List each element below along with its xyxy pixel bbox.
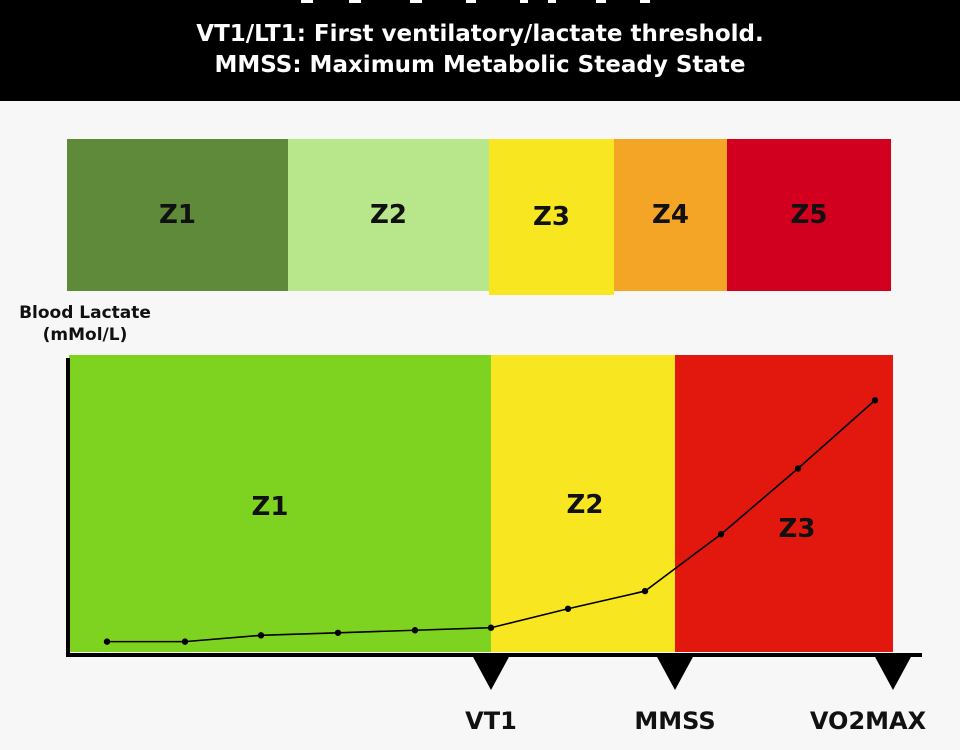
header-line-2: MMSS: Maximum Metabolic Steady State [214, 52, 746, 78]
zone5-z4-label: Z4 [652, 200, 689, 230]
marker-label-vt1: VT1 [465, 707, 517, 735]
zone5-z2: Z2 [288, 139, 489, 291]
header-line-1: VT1/LT1: First ventilatory/lactate thres… [196, 21, 764, 47]
lactate-point [641, 587, 649, 595]
lactate-point [181, 638, 189, 645]
lactate-series [103, 397, 879, 645]
zone5-z3: Z3 [489, 139, 614, 295]
lactate-point [717, 531, 725, 538]
lactate-point [794, 465, 802, 472]
chart-zone-label-z2: Z2 [567, 490, 604, 520]
threshold-markers: VT1 MMSS VO2MAX [465, 655, 927, 735]
marker-label-vo2max: VO2MAX [810, 707, 927, 735]
lactate-point [871, 397, 879, 404]
marker-triangle-mmss [656, 655, 694, 690]
lactate-point [564, 605, 572, 612]
header-decoration-icon [301, 0, 650, 3]
chart-zone-z2 [491, 355, 675, 652]
lactate-point [487, 624, 495, 631]
chart-zone-label-z1: Z1 [252, 492, 289, 522]
marker-triangle-vt1 [472, 655, 510, 690]
zone5-z1: Z1 [67, 139, 288, 291]
lactate-point [103, 638, 111, 645]
chart-zone-label-z3: Z3 [779, 514, 816, 544]
chart-zone-z3 [675, 355, 893, 652]
zone5-z5-label: Z5 [790, 200, 828, 230]
lactate-point [411, 627, 419, 634]
chart-zone-z1 [69, 355, 491, 652]
lactate-point [334, 629, 342, 636]
zone5-z4: Z4 [614, 139, 727, 291]
marker-label-mmss: MMSS [634, 707, 715, 735]
header-banner: VT1/LT1: First ventilatory/lactate thres… [0, 0, 960, 101]
lactate-point [257, 632, 265, 639]
zone5-z3-label: Z3 [533, 202, 570, 232]
y-axis-label-line-1: Blood Lactate [19, 303, 151, 323]
chart-zone-backgrounds [69, 355, 893, 652]
zone5-z2-label: Z2 [370, 200, 407, 230]
zone5-z5: Z5 [727, 139, 891, 291]
chart-zone-labels: Z1 Z2 Z3 [252, 490, 816, 544]
marker-triangle-vo2max [874, 655, 912, 690]
y-axis-label: Blood Lactate (mMol/L) [0, 302, 170, 346]
zone5-z1-label: Z1 [159, 200, 196, 230]
y-axis-label-line-2: (mMol/L) [42, 325, 128, 345]
